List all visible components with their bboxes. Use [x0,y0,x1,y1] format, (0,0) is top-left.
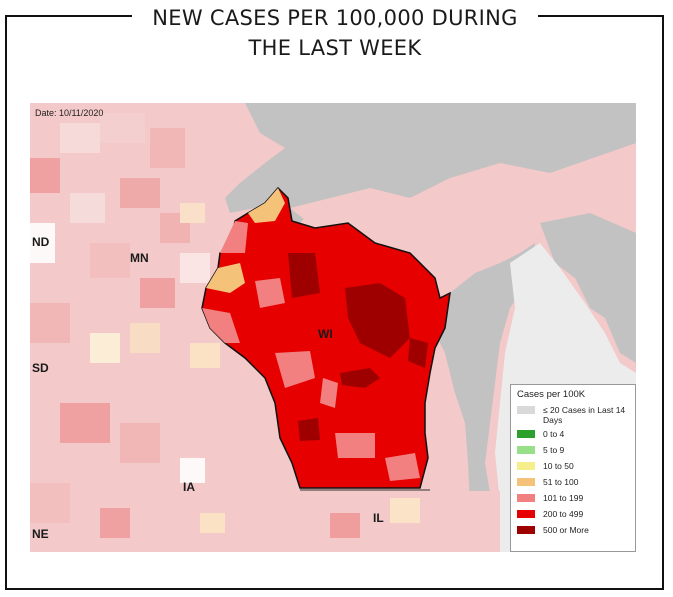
figure-title: NEW CASES PER 100,000 DURING THE LAST WE… [132,3,538,67]
legend-swatch [517,510,535,518]
legend-label: 101 to 199 [543,493,584,503]
map-date: Date: 10/11/2020 [35,108,104,118]
legend-item: 10 to 50 [517,461,629,477]
legend-item: 5 to 9 [517,445,629,461]
upper-peninsula [290,183,500,283]
legend-label: 500 or More [543,525,589,535]
wisconsin [201,186,451,489]
legend-label: ≤ 20 Cases in Last 14 Days [543,405,626,425]
legend-title: Cases per 100K [517,389,586,400]
lake-superior [225,103,636,228]
label-ne: NE [32,527,49,541]
legend-swatch [517,462,535,470]
legend-item: ≤ 20 Cases in Last 14 Days [517,405,629,429]
title-line-2: THE LAST WEEK [248,36,422,60]
choropleth-map: Date: 10/11/2020 ND MN SD WI IA IL NE Ca… [30,103,636,552]
label-nd: ND [32,235,50,249]
legend-label: 10 to 50 [543,461,574,471]
legend-label: 5 to 9 [543,445,565,455]
legend-item: 51 to 100 [517,477,629,493]
label-ia: IA [183,480,195,494]
legend-item: 500 or More [517,525,629,541]
lake-michigan [435,243,535,523]
legend-swatch [517,494,535,502]
legend-swatch [517,526,535,534]
legend-swatch [517,430,535,438]
label-mn: MN [130,251,149,265]
label-wi: WI [318,327,333,341]
legend-swatch [517,478,535,486]
legend-label: 0 to 4 [543,429,565,439]
legend-label: 51 to 100 [543,477,579,487]
map-legend: Cases per 100K ≤ 20 Cases in Last 14 Day… [510,384,636,552]
legend-item: 0 to 4 [517,429,629,445]
lake-huron [540,213,636,363]
minnesota-counties [30,113,225,538]
label-sd: SD [32,361,49,375]
title-line-1: NEW CASES PER 100,000 DURING [152,6,518,30]
legend-item: 101 to 199 [517,493,629,509]
label-il: IL [373,511,384,525]
legend-swatch [517,446,535,454]
legend-item: 200 to 499 [517,509,629,525]
legend-swatch [517,406,535,414]
legend-label: 200 to 499 [543,509,584,519]
